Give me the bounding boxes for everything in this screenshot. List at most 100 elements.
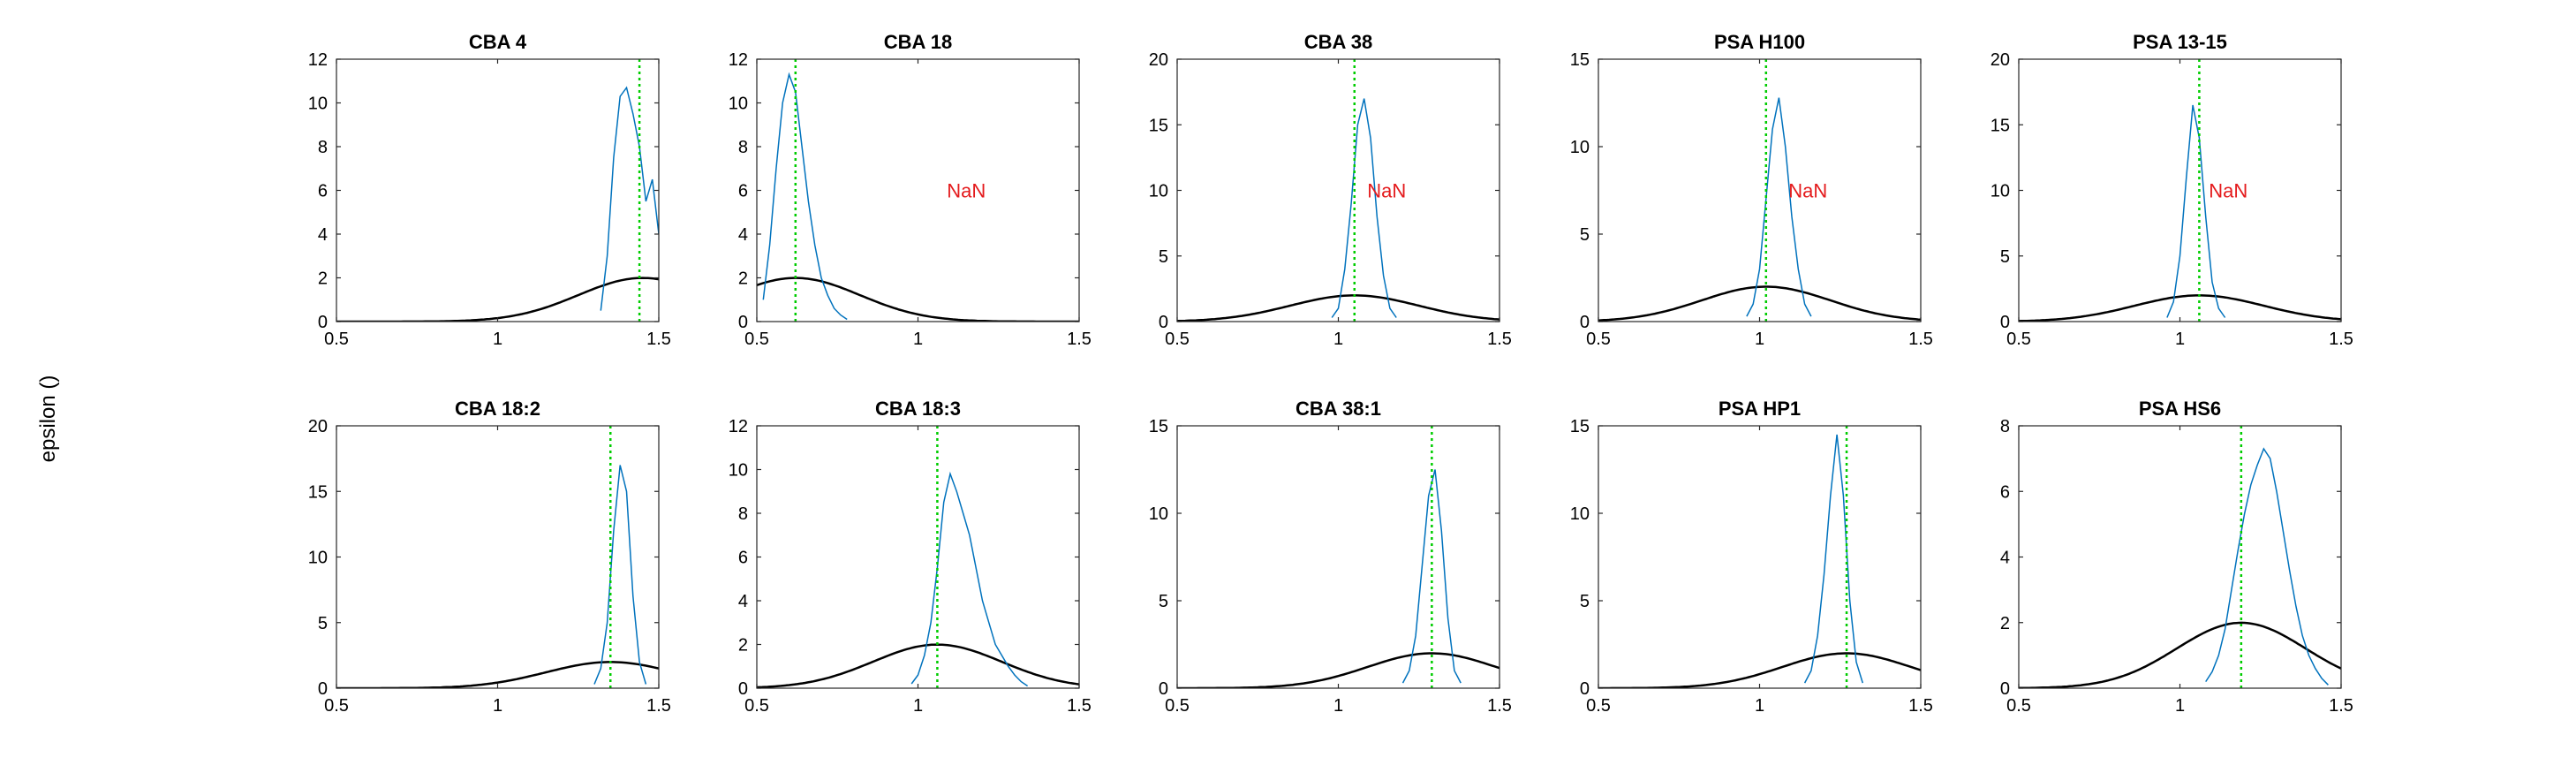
x-tick-label: 1 xyxy=(913,330,923,349)
x-tick-label: 0.5 xyxy=(2006,696,2031,716)
posterior-histogram-line xyxy=(762,72,848,321)
subplot: CBA 4 0.5 1 1.5 0 2 4 6 8 10 12 xyxy=(308,31,671,349)
prior-density-curve xyxy=(2019,621,2341,688)
x-tick-label: 0.5 xyxy=(1586,696,1611,716)
x-tick-label: 0.5 xyxy=(2006,330,2031,349)
y-tick-label: 2 xyxy=(318,269,328,289)
subplot-title: CBA 38 xyxy=(1304,31,1372,53)
y-tick-label: 0 xyxy=(1580,679,1590,699)
y-tick-label: 0 xyxy=(1159,313,1168,332)
y-tick-label: 12 xyxy=(729,417,748,436)
prior-density-curve xyxy=(757,643,1079,688)
y-tick-label: 0 xyxy=(318,679,328,699)
subplot-title: PSA 13-15 xyxy=(2133,31,2227,53)
y-tick-label: 2 xyxy=(738,269,748,289)
x-tick-label: 1.5 xyxy=(1487,330,1512,349)
y-tick-label: 15 xyxy=(1991,116,2010,135)
y-tick-label: 5 xyxy=(1159,592,1168,611)
nan-annotation: NaN xyxy=(947,180,986,202)
posterior-histogram-line xyxy=(1803,434,1864,684)
subplot: CBA 18 NaN 0.5 1 1.5 0 2 4 6 8 10 12 xyxy=(729,31,1092,349)
y-tick-label: 4 xyxy=(2000,549,2010,568)
plot-area xyxy=(2019,59,2341,322)
y-tick-label: 5 xyxy=(318,614,328,633)
subplot: PSA HS6 0.5 1 1.5 0 2 4 6 8 xyxy=(2000,398,2353,716)
subplot: CBA 38:1 0.5 1 1.5 0 5 10 15 xyxy=(1149,398,1512,716)
y-tick-label: 12 xyxy=(308,50,328,70)
x-tick-label: 1.5 xyxy=(1908,330,1933,349)
y-tick-label: 8 xyxy=(738,504,748,524)
y-tick-label: 0 xyxy=(1159,679,1168,699)
y-tick-label: 8 xyxy=(2000,417,2010,436)
y-tick-label: 5 xyxy=(2000,247,2010,267)
y-tick-label: 15 xyxy=(1149,417,1168,436)
y-tick-label: 8 xyxy=(738,138,748,157)
y-tick-label: 10 xyxy=(1149,504,1168,524)
x-tick-label: 1.5 xyxy=(1908,696,1933,716)
x-tick-label: 1 xyxy=(493,696,502,716)
nan-annotation: NaN xyxy=(2209,180,2247,202)
x-tick-label: 0.5 xyxy=(1165,696,1190,716)
y-tick-label: 12 xyxy=(729,50,748,70)
prior-density-curve xyxy=(1598,285,1921,322)
y-tick-label: 0 xyxy=(318,313,328,332)
y-tick-label: 10 xyxy=(308,95,328,114)
y-tick-label: 2 xyxy=(738,636,748,656)
y-tick-label: 10 xyxy=(729,95,748,114)
prior-density-curve xyxy=(2019,294,2341,322)
plot-area xyxy=(1598,59,1921,322)
y-tick-label: 20 xyxy=(1149,50,1168,70)
y-tick-label: 5 xyxy=(1580,225,1590,245)
x-tick-label: 0.5 xyxy=(744,696,769,716)
x-tick-label: 1 xyxy=(2175,696,2185,716)
y-tick-label: 10 xyxy=(729,461,748,481)
x-tick-label: 0.5 xyxy=(1165,330,1190,349)
posterior-histogram-line xyxy=(600,86,659,311)
y-tick-label: 4 xyxy=(318,225,328,245)
subplot: CBA 38 NaN 0.5 1 1.5 0 5 10 15 20 xyxy=(1149,31,1512,349)
y-tick-label: 20 xyxy=(308,417,328,436)
x-tick-label: 0.5 xyxy=(324,330,349,349)
y-tick-label: 4 xyxy=(738,225,748,245)
y-tick-label: 5 xyxy=(1580,592,1590,611)
figure-ylabel: epsilon () xyxy=(36,375,60,463)
subplot-title: CBA 18 xyxy=(884,31,952,53)
y-tick-label: 2 xyxy=(2000,614,2010,633)
plot-area xyxy=(1177,59,1500,322)
x-tick-label: 1.5 xyxy=(1067,330,1092,349)
subplot-title: CBA 18:2 xyxy=(455,398,540,420)
y-tick-label: 15 xyxy=(1570,417,1590,436)
plot-area xyxy=(2019,426,2341,688)
y-tick-label: 10 xyxy=(308,549,328,568)
y-tick-label: 10 xyxy=(1149,182,1168,201)
y-tick-label: 8 xyxy=(318,138,328,157)
subplot-title: CBA 38:1 xyxy=(1296,398,1381,420)
x-tick-label: 1 xyxy=(1755,330,1764,349)
y-tick-label: 0 xyxy=(738,313,748,332)
x-tick-label: 1.5 xyxy=(1487,696,1512,716)
subplot-title: PSA HS6 xyxy=(2139,398,2221,420)
y-tick-label: 20 xyxy=(1991,50,2010,70)
subplot: PSA 13-15 NaN 0.5 1 1.5 0 5 10 15 20 xyxy=(1991,31,2353,349)
nan-annotation: NaN xyxy=(1367,180,1406,202)
posterior-histogram-line xyxy=(910,471,1029,687)
y-tick-label: 15 xyxy=(1570,50,1590,70)
subplot-title: PSA H100 xyxy=(1714,31,1805,53)
posterior-histogram-line xyxy=(2205,447,2329,686)
y-tick-label: 0 xyxy=(2000,679,2010,699)
x-tick-label: 1 xyxy=(493,330,502,349)
plot-area xyxy=(757,426,1079,688)
y-tick-label: 0 xyxy=(1580,313,1590,332)
y-tick-label: 6 xyxy=(738,549,748,568)
x-tick-label: 1 xyxy=(1333,696,1343,716)
y-tick-label: 15 xyxy=(1149,116,1168,135)
subplot: CBA 18:3 0.5 1 1.5 0 2 4 6 8 10 12 xyxy=(729,398,1092,716)
posterior-histogram-line xyxy=(593,465,647,685)
subplot-title: CBA 4 xyxy=(469,31,527,53)
y-tick-label: 10 xyxy=(1570,138,1590,157)
y-tick-label: 15 xyxy=(308,482,328,502)
x-tick-label: 0.5 xyxy=(744,330,769,349)
posterior-histogram-line xyxy=(2166,104,2226,318)
